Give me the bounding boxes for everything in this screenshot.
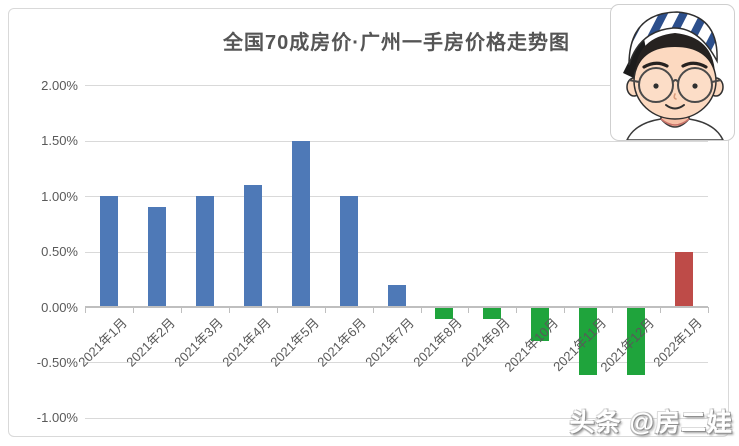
x-axis-tick bbox=[132, 307, 134, 313]
x-axis-tick bbox=[564, 307, 566, 313]
bar-2021年4月 bbox=[243, 185, 262, 307]
bar-2021年11月 bbox=[579, 308, 598, 375]
x-axis-tick bbox=[468, 307, 470, 313]
bar-2021年10月 bbox=[531, 308, 550, 342]
bar-2021年3月 bbox=[195, 196, 214, 307]
y-axis-tick-label: 0.00% bbox=[41, 299, 78, 315]
bar-2021年7月 bbox=[387, 284, 406, 307]
bar-2021年12月 bbox=[627, 308, 646, 375]
chart-title: 全国70成房价·广州一手房价格走势图 bbox=[223, 32, 570, 54]
x-axis-tick bbox=[324, 307, 326, 313]
y-gridline bbox=[85, 85, 708, 87]
x-axis-tick bbox=[708, 307, 709, 313]
y-gridline bbox=[85, 362, 708, 364]
x-axis-tick bbox=[516, 307, 518, 313]
bar-2021年5月 bbox=[291, 140, 310, 307]
bar-2022年1月 bbox=[675, 251, 693, 307]
y-gridline bbox=[85, 251, 708, 253]
x-axis-tick bbox=[660, 307, 662, 313]
bar-2021年6月 bbox=[339, 196, 358, 307]
y-axis-tick-label: 1.50% bbox=[41, 133, 78, 149]
y-axis-tick-label: -1.00% bbox=[36, 410, 78, 426]
y-axis-tick-label: 2.00% bbox=[41, 77, 78, 93]
watermark-text: 头条 @房二娃 bbox=[569, 409, 733, 437]
x-axis-tick bbox=[420, 307, 422, 313]
y-axis-tick-label: 1.00% bbox=[41, 188, 78, 204]
y-gridline bbox=[85, 196, 708, 198]
x-axis-tick bbox=[228, 307, 230, 313]
y-axis-tick-label: 0.50% bbox=[41, 244, 78, 260]
y-gridline bbox=[85, 417, 708, 419]
bar-2021年1月 bbox=[100, 196, 118, 307]
x-axis-tick bbox=[180, 307, 182, 313]
chart-card bbox=[8, 8, 729, 437]
x-axis-tick bbox=[85, 307, 86, 313]
x-axis-line bbox=[85, 306, 708, 308]
bar-2021年2月 bbox=[147, 207, 166, 307]
y-axis-tick-label: -0.50% bbox=[36, 354, 78, 370]
bar-2021年9月 bbox=[483, 308, 502, 320]
x-axis-tick bbox=[372, 307, 374, 313]
x-axis-tick bbox=[612, 307, 614, 313]
x-axis-tick bbox=[276, 307, 278, 313]
cartoon-boy-avatar-icon bbox=[623, 11, 724, 140]
avatar bbox=[610, 4, 735, 141]
bar-2021年8月 bbox=[435, 308, 454, 320]
y-gridline bbox=[85, 140, 708, 142]
